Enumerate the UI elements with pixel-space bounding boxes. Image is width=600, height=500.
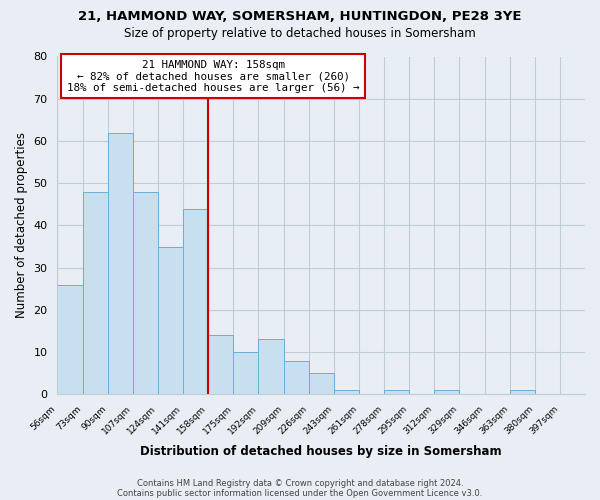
Y-axis label: Number of detached properties: Number of detached properties [15, 132, 28, 318]
Bar [384, 390, 409, 394]
X-axis label: Distribution of detached houses by size in Somersham: Distribution of detached houses by size … [140, 444, 502, 458]
Bar [434, 390, 460, 394]
Text: Size of property relative to detached houses in Somersham: Size of property relative to detached ho… [124, 28, 476, 40]
Text: Contains HM Land Registry data © Crown copyright and database right 2024.: Contains HM Land Registry data © Crown c… [137, 478, 463, 488]
Bar [133, 192, 158, 394]
Bar [334, 390, 359, 394]
Text: Contains public sector information licensed under the Open Government Licence v3: Contains public sector information licen… [118, 488, 482, 498]
Text: 21, HAMMOND WAY, SOMERSHAM, HUNTINGDON, PE28 3YE: 21, HAMMOND WAY, SOMERSHAM, HUNTINGDON, … [78, 10, 522, 23]
Bar [208, 335, 233, 394]
Bar [308, 373, 334, 394]
Bar [83, 192, 107, 394]
Bar [284, 360, 308, 394]
Bar [233, 352, 259, 395]
Bar [259, 340, 284, 394]
Bar [183, 208, 208, 394]
Bar [58, 284, 83, 395]
Bar [509, 390, 535, 394]
Bar [107, 132, 133, 394]
Bar [158, 246, 183, 394]
Text: 21 HAMMOND WAY: 158sqm
← 82% of detached houses are smaller (260)
18% of semi-de: 21 HAMMOND WAY: 158sqm ← 82% of detached… [67, 60, 359, 93]
